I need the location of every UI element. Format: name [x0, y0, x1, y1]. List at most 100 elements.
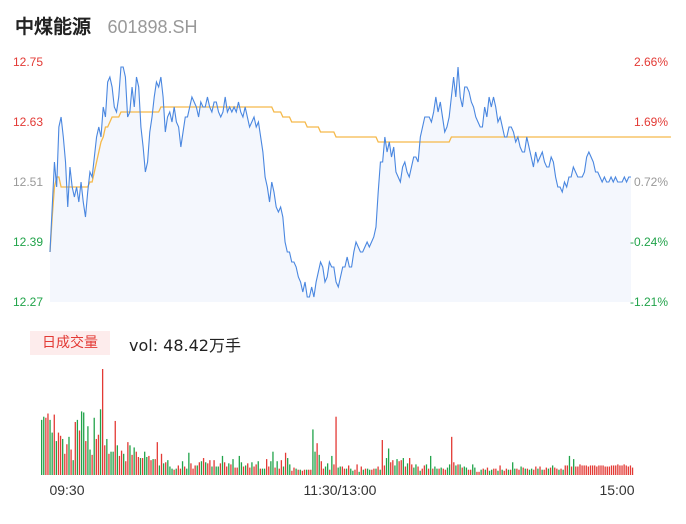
volume-bar [375, 468, 377, 475]
volume-bar [413, 467, 415, 475]
volume-bar [249, 467, 251, 475]
volume-bar [392, 460, 394, 475]
volume-bar [404, 466, 407, 475]
volume-bar [522, 467, 524, 475]
volume-bar [409, 458, 411, 475]
volume-bar [276, 461, 278, 475]
volume-bar [158, 465, 161, 475]
volume-bar [310, 469, 312, 475]
volume-bar [120, 450, 123, 475]
volume-bar [579, 464, 581, 475]
volume-bar [345, 468, 348, 475]
stock-name: 中煤能源 [15, 16, 92, 38]
volume-bar [190, 463, 192, 475]
volume-bar [566, 465, 569, 475]
volume-bar [440, 467, 442, 475]
volume-bar [585, 465, 587, 475]
volume-bar [200, 461, 203, 475]
volume-bar [419, 470, 421, 475]
price-area [50, 67, 631, 302]
volume-bar [589, 465, 592, 475]
volume-bar [545, 467, 547, 475]
volume-bar [509, 469, 512, 475]
volume-bar [57, 432, 60, 475]
volume-bar [165, 462, 167, 475]
y-tick-label-left: 12.75 [13, 55, 43, 69]
volume-bar [198, 462, 201, 475]
volume-bar [257, 461, 259, 475]
volume-bar [560, 468, 562, 475]
volume-bar [316, 443, 318, 475]
volume-bar [326, 463, 329, 475]
volume-bar [377, 466, 379, 475]
volume-bar [160, 453, 163, 475]
volume-bar [156, 442, 158, 475]
volume-bar [236, 467, 238, 475]
volume-bar [448, 464, 451, 475]
volume-bar [438, 468, 440, 475]
volume-bar [68, 436, 70, 475]
volume-bar [230, 464, 232, 475]
volume-bar [533, 469, 535, 475]
volume-bar [162, 463, 165, 475]
volume-bar [512, 462, 514, 475]
volume-bar [476, 471, 478, 475]
volume-bar [625, 465, 627, 475]
volume-bar [148, 455, 150, 475]
volume-bar [318, 454, 320, 475]
volume-bar [417, 466, 419, 475]
volume-bar [59, 435, 62, 475]
volume-bar [390, 462, 392, 475]
volume-bar [209, 460, 211, 475]
volume-bar [396, 459, 398, 475]
volume-bar [596, 466, 598, 475]
volume-bar [308, 469, 310, 475]
volume-bar [144, 451, 146, 475]
volume-bar [617, 464, 619, 475]
volume-bar [459, 464, 461, 475]
volume-bar [183, 466, 186, 475]
volume-bar [362, 469, 365, 475]
volume-bar [493, 468, 495, 475]
volume-bar [154, 459, 156, 475]
volume-bar [339, 466, 341, 475]
volume-bar [427, 468, 430, 475]
volume-bar [272, 451, 274, 475]
volume-bar [137, 456, 140, 475]
volume-bar [343, 468, 346, 475]
volume-bar [43, 416, 45, 475]
volume-bar [139, 458, 142, 475]
volume-bar [430, 455, 432, 475]
y-tick-label-left: 12.63 [13, 115, 43, 129]
volume-bar [478, 471, 480, 475]
volume-bar [612, 465, 615, 475]
volume-bar [186, 468, 188, 475]
volume-bar [114, 420, 116, 475]
volume-bar [442, 468, 444, 475]
price-line [49, 66, 631, 298]
volume-bar [482, 468, 484, 475]
volume-bar [547, 468, 550, 475]
volume-bar [573, 459, 575, 475]
volume-bar [293, 467, 295, 475]
volume-bar [335, 416, 337, 475]
volume-bar [465, 467, 468, 475]
volume-bar [51, 432, 53, 475]
volume-bar [247, 463, 249, 475]
volume-bar [331, 455, 333, 475]
volume-bar [215, 466, 217, 475]
volume-bar [196, 465, 198, 475]
volume-bar [520, 466, 522, 475]
volume-bar [253, 466, 255, 475]
volume-bar [70, 449, 72, 475]
volume-bar [549, 467, 552, 475]
volume-bar [385, 458, 388, 475]
volume-bar [188, 452, 190, 475]
volume-bar [486, 467, 489, 475]
volume-bar [62, 438, 64, 475]
volume-bar [47, 413, 49, 475]
volume-bar [348, 465, 350, 475]
volume-bar [133, 447, 135, 475]
volume-bar [83, 412, 85, 475]
volume-bar [604, 466, 606, 475]
